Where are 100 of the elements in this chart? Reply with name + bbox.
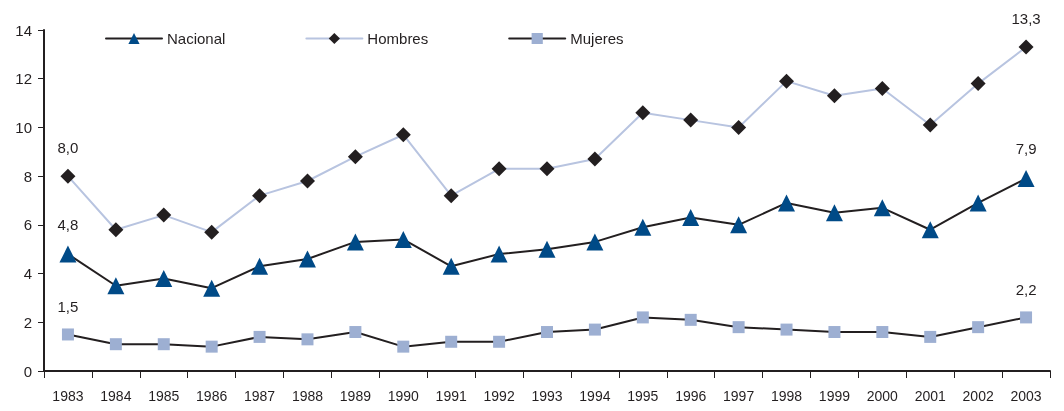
point [876,326,889,339]
point [731,119,747,135]
point [349,326,362,339]
data-label: 1,5 [57,298,79,316]
data-label: 8,0 [57,138,79,156]
y-tick-label: 0 [23,362,32,380]
x-tick-label: 2001 [914,388,947,404]
point [538,240,556,258]
point [539,161,555,177]
point [108,222,124,238]
point [1020,311,1033,324]
point [61,328,74,341]
point [443,188,459,204]
point [301,333,314,346]
point [155,269,173,287]
x-tick-label: 2000 [866,388,899,404]
x-tick-label: 1986 [196,388,228,404]
point [780,323,793,336]
point [873,199,891,217]
point [684,313,697,326]
point [922,117,938,133]
data-label: 7,9 [1015,140,1037,158]
x-tick-label: 1984 [100,388,132,404]
y-tick-label: 4 [23,265,32,283]
point [157,338,170,351]
x-tick-label: 1993 [531,388,563,404]
legend-label: Mujeres [570,30,624,47]
point [442,257,460,275]
point [204,224,220,240]
point [205,340,218,353]
point [347,149,363,165]
point [970,76,986,92]
data-label: 2,2 [1015,281,1037,299]
point [203,279,221,297]
point [397,340,410,353]
point [298,250,316,268]
y-tick-label: 2 [23,313,32,331]
point [588,323,601,336]
point [825,204,843,222]
legend-label: Hombres [367,30,429,47]
point [636,311,649,324]
x-tick-label: 1983 [52,388,84,404]
point [59,245,77,263]
point [493,335,506,348]
x-tick-label: 1985 [148,388,180,404]
point [635,105,651,121]
point [156,207,172,223]
x-tick-label: 1990 [387,388,420,404]
y-tick-label: 12 [15,70,32,88]
x-tick-label: 1998 [770,388,803,404]
y-tick-label: 6 [23,216,32,234]
x-tick-label: 1995 [627,388,659,404]
point [107,277,125,295]
legend-label: Nacional [167,30,226,47]
point [874,80,890,96]
point [969,194,987,212]
point [109,338,122,351]
point [490,245,508,263]
point [586,233,604,251]
point [634,218,652,236]
point [972,321,985,334]
point [299,173,315,189]
point [682,209,700,227]
point [921,221,939,239]
x-tick-label: 1989 [339,388,372,404]
x-tick-label: 1992 [483,388,515,404]
point [394,230,412,248]
x-tick-label: 1994 [579,388,611,404]
point [60,168,76,184]
x-tick-label: 1996 [675,388,707,404]
point [683,112,699,128]
point [491,161,507,177]
x-tick-label: 2002 [962,388,994,404]
point [253,330,266,343]
point [252,188,268,204]
point [541,326,553,339]
x-tick-label: 2003 [1010,388,1042,404]
x-tick-label: 1988 [291,388,324,404]
x-tick-label: 1991 [435,388,467,404]
y-tick-label: 14 [15,21,32,39]
point [346,233,364,251]
data-label: 13,3 [1011,9,1041,27]
point [778,194,796,212]
point [924,330,937,343]
x-tick-label: 1987 [243,388,276,404]
x-tick-label: 1999 [818,388,851,404]
point [445,335,458,348]
point [730,216,748,234]
point [732,321,745,334]
point [587,151,603,167]
point [828,326,841,339]
point [779,73,795,89]
point [251,257,269,275]
data-label: 4,8 [57,215,79,233]
y-tick-label: 8 [23,167,32,185]
point [1018,39,1034,55]
point [1017,170,1035,188]
point [395,127,411,143]
y-tick-label: 10 [15,118,32,136]
x-tick-label: 1997 [723,388,755,404]
